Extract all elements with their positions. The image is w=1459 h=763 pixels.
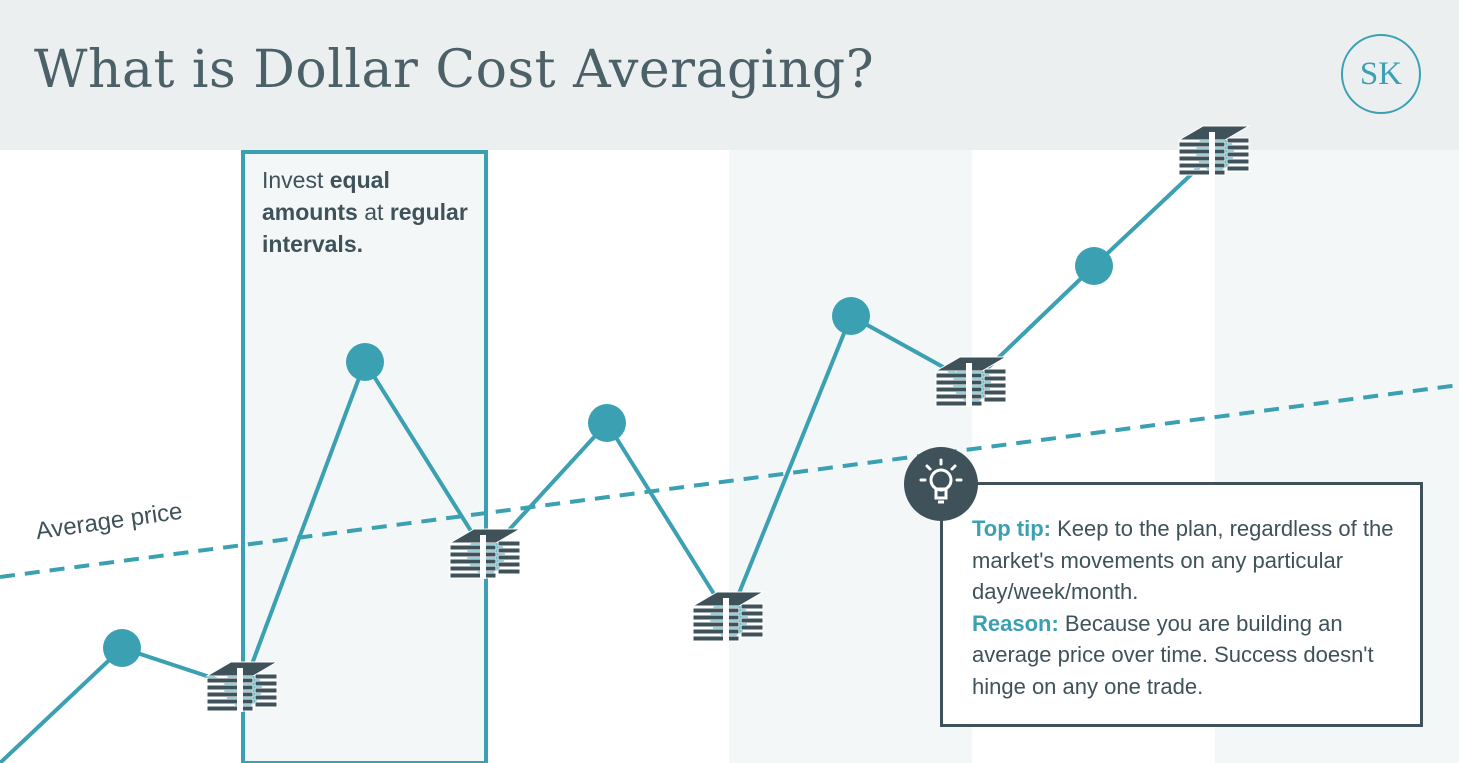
money-stack-icon bbox=[934, 356, 1008, 407]
header-band bbox=[0, 0, 1459, 150]
price-point bbox=[832, 297, 870, 335]
top-tip-box: Top tip: Keep to the plan, regardless of… bbox=[940, 482, 1423, 727]
sk-logo: SK bbox=[1341, 34, 1421, 114]
price-point bbox=[103, 629, 141, 667]
money-stack-icon bbox=[1177, 125, 1251, 176]
price-point bbox=[588, 404, 626, 442]
money-stack-icon bbox=[448, 528, 522, 579]
lightbulb-icon bbox=[904, 447, 978, 521]
page-title: What is Dollar Cost Averaging? bbox=[34, 40, 875, 100]
interval-callout-text: Invest equal amounts at regular interval… bbox=[262, 167, 468, 257]
average-price-line bbox=[0, 383, 1459, 579]
price-point bbox=[346, 343, 384, 381]
top-tip-text: Top tip: Keep to the plan, regardless of… bbox=[972, 516, 1394, 699]
money-stack-icon bbox=[691, 591, 765, 642]
price-point bbox=[1075, 247, 1113, 285]
money-stack-icon bbox=[205, 661, 279, 712]
interval-highlight-box bbox=[241, 150, 488, 763]
interval-band bbox=[243, 150, 486, 763]
